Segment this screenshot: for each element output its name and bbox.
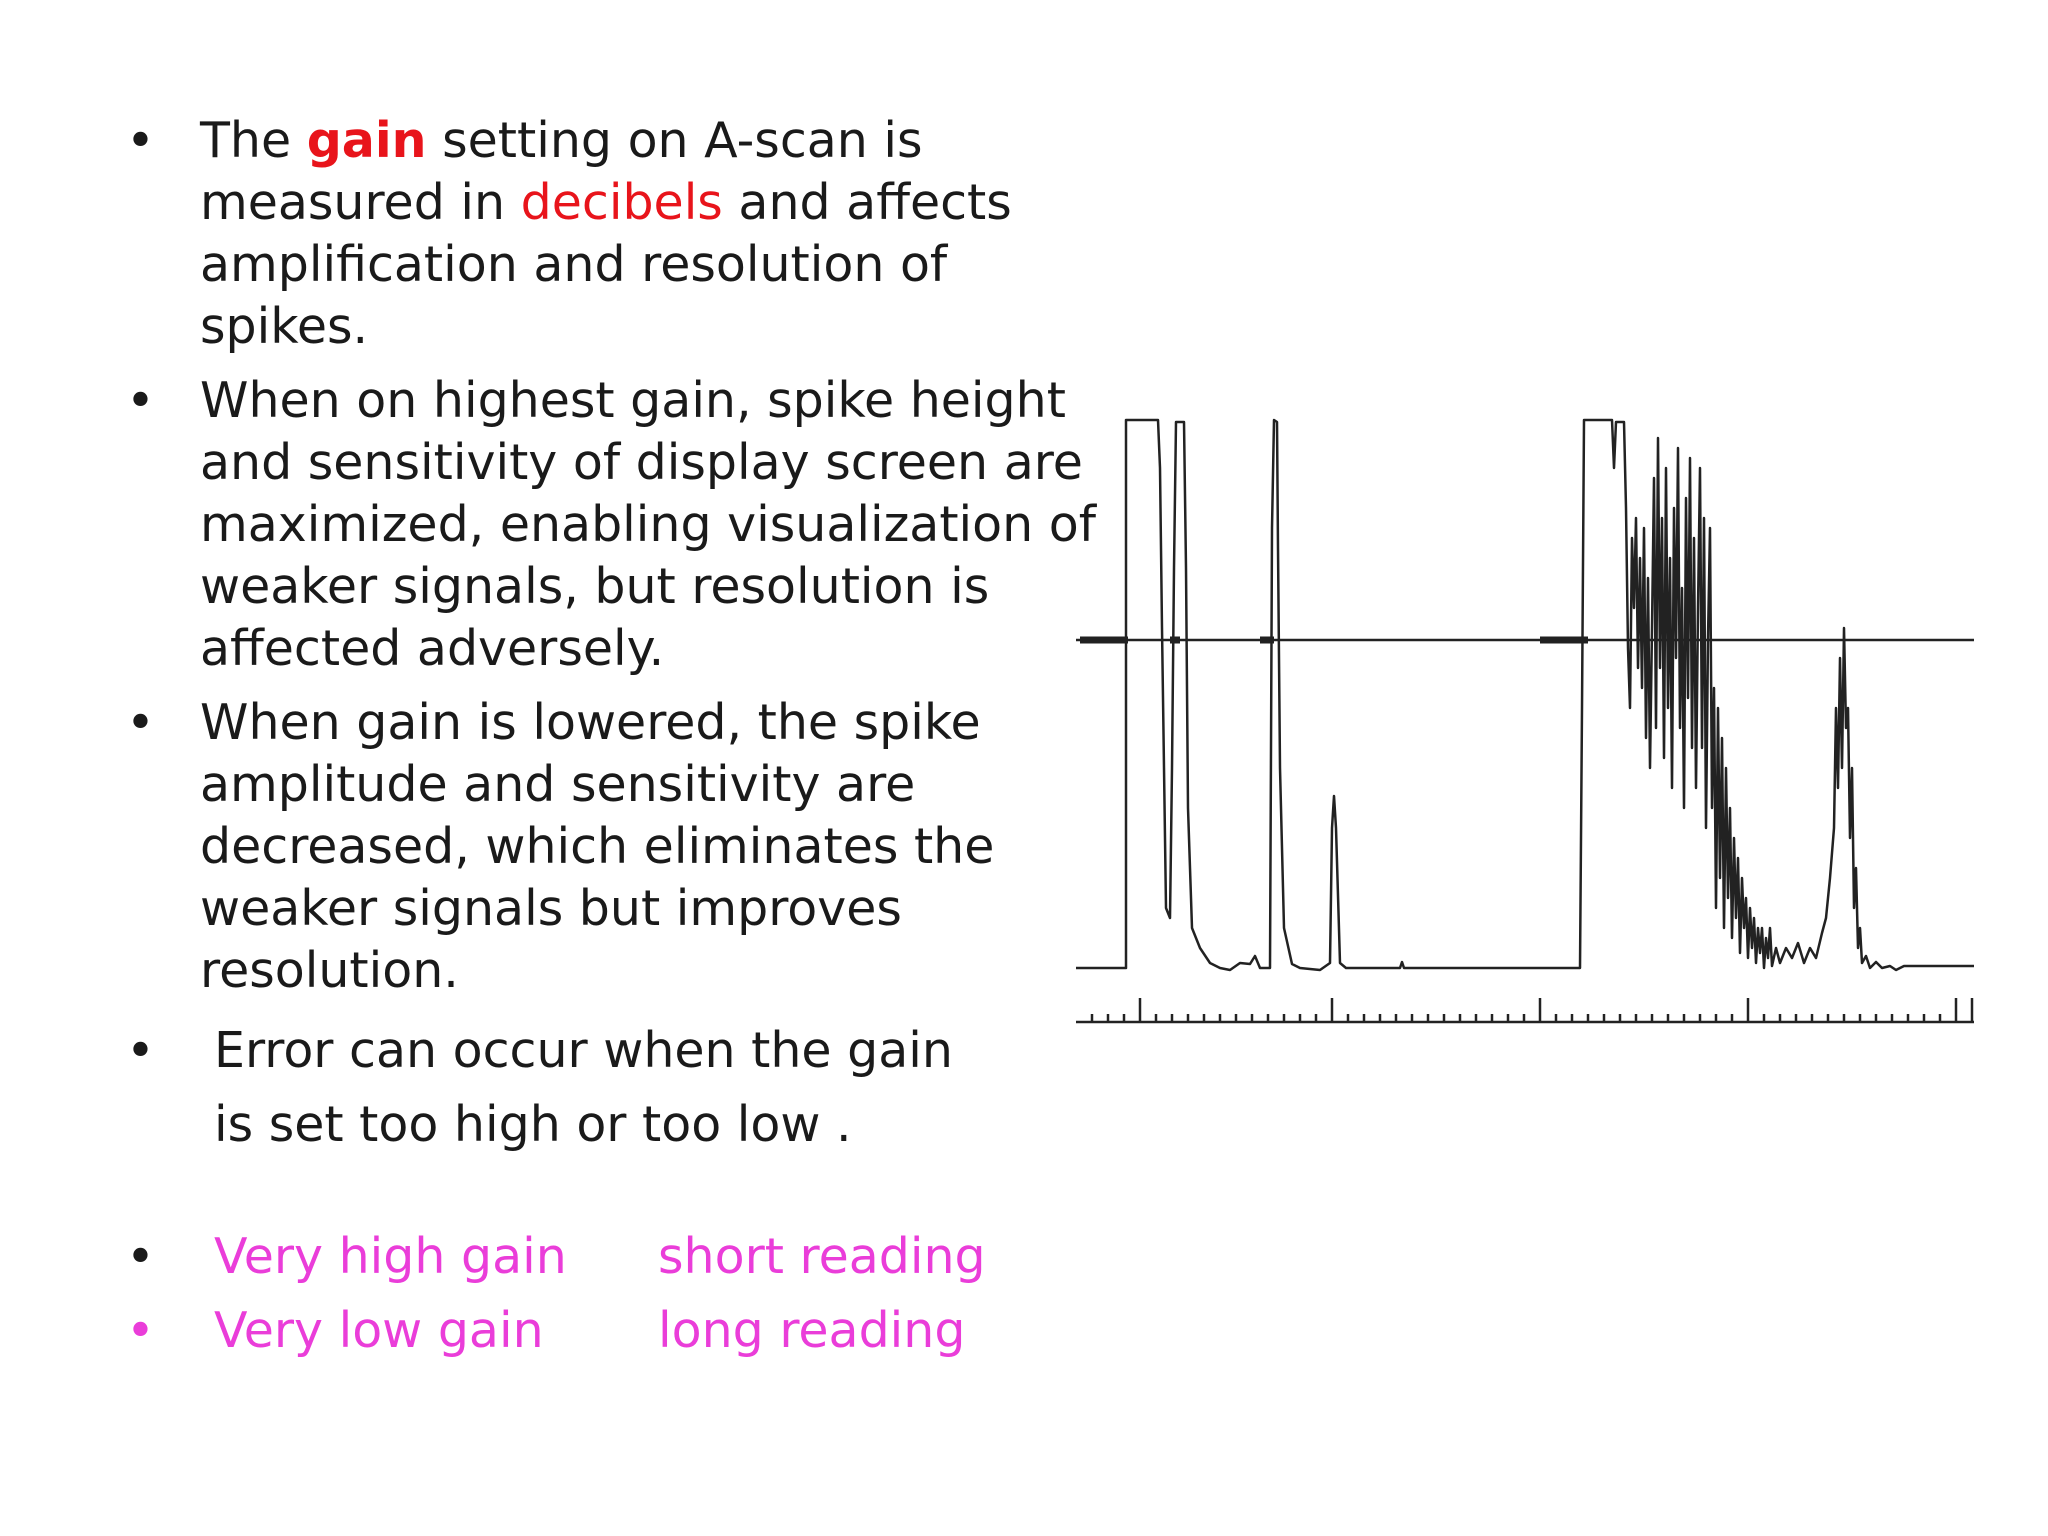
gain-label: Very low gain [214, 1302, 544, 1359]
text: setting on A-scan is measured in [200, 112, 923, 231]
text: When gain is lowered, the spike amplitud… [200, 694, 995, 999]
text: Error can occur when the gain [214, 1022, 953, 1079]
text: and affects amplification and resolution… [200, 174, 1012, 355]
bullet-highest-gain: • When on highest gain, spike height and… [118, 370, 1118, 680]
reading-label: short reading [658, 1228, 986, 1285]
text: The [200, 112, 307, 169]
bullet-very-low-gain: • Very low gain long reading [118, 1294, 1118, 1368]
bullet-gain-setting: • The gain setting on A-scan is measured… [118, 110, 1118, 358]
gain-highlight: gain [306, 112, 427, 169]
text: When on highest gain, spike height and s… [200, 372, 1096, 677]
bullet-dot: • [126, 694, 155, 751]
bullet-error: • Error can occur when the gain is set t… [118, 1014, 1118, 1162]
bullet-list: • The gain setting on A-scan is measured… [118, 110, 1118, 1368]
text: is set too high or too low . [214, 1096, 852, 1153]
bullet-gain-lowered: • When gain is lowered, the spike amplit… [118, 692, 1118, 1002]
bullet-dot: • [126, 112, 155, 169]
bullet-dot: • [126, 372, 155, 429]
bullet-dot: • [126, 1228, 155, 1285]
gain-label: Very high gain [214, 1228, 567, 1285]
a-scan-trace-figure [1076, 418, 1974, 1024]
decibels-highlight: decibels [520, 174, 723, 231]
bullet-very-high-gain: • Very high gain short reading [118, 1220, 1118, 1294]
time-axis-ticks [1090, 998, 1974, 1022]
bullet-dot: • [126, 1022, 155, 1079]
echo-trace [1076, 418, 1974, 972]
reading-label: long reading [658, 1302, 966, 1359]
bullet-dot: • [126, 1302, 155, 1359]
